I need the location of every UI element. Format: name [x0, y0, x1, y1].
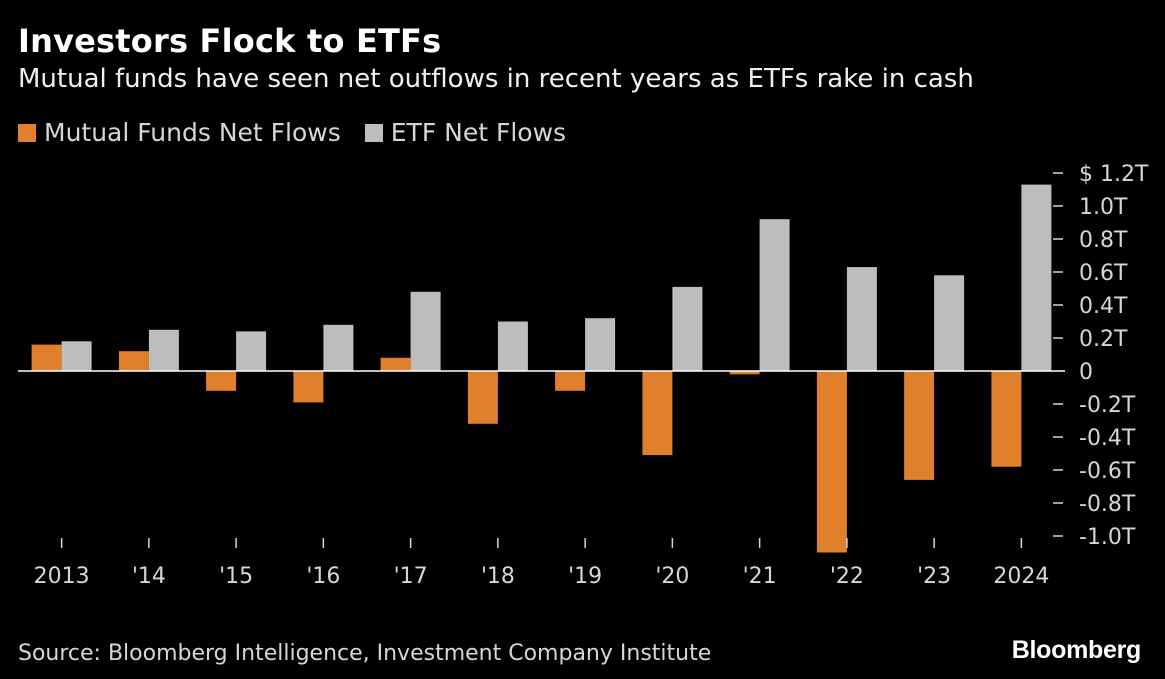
source-note: Source: Bloomberg Intelligence, Investme… — [18, 641, 712, 666]
legend-label-etf: ETF Net Flows — [390, 118, 567, 147]
chart-subtitle: Mutual funds have seen net outflows in r… — [18, 64, 974, 94]
y-tick-label-8: -0.4T — [1079, 426, 1136, 451]
y-axis: $ 1.2T 1.0T 0.8T 0.6T 0.4T 0.2T 0 -0.2T -0.4T -0.… — [1053, 162, 1149, 550]
legend-label-mutual-funds: Mutual Funds Net Flows — [44, 118, 341, 147]
mutual-funds-bar-1 — [118, 351, 149, 371]
mutual-funds-bar-2 — [206, 371, 237, 391]
x-tick-label-9: '22 — [830, 564, 864, 589]
x-tick-label-4: '17 — [394, 564, 428, 589]
x-tick-label-1: '14 — [132, 564, 166, 589]
legend-item-mutual-funds: Mutual Funds Net Flows — [18, 118, 341, 147]
x-tick-label-11: 2024 — [993, 564, 1049, 589]
etf-bar-7 — [672, 286, 703, 371]
mutual-funds-bar-7 — [642, 371, 673, 456]
mutual-funds-bar-9 — [816, 371, 847, 553]
etf-bar-0 — [61, 341, 92, 371]
x-tick-label-3: '16 — [306, 564, 340, 589]
legend-swatch-etf — [364, 123, 383, 142]
etf-bar-1 — [148, 329, 179, 372]
etf-bar-10 — [934, 275, 965, 371]
bloomberg-logo: Bloomberg — [1011, 636, 1142, 664]
x-tick-label-6: '19 — [568, 564, 602, 589]
etf-bar-2 — [236, 331, 267, 371]
etf-bar-11 — [1021, 184, 1052, 371]
mutual-funds-bar-11 — [991, 371, 1022, 467]
etf-bar-8 — [759, 219, 790, 371]
x-tick-label-10: '23 — [917, 564, 951, 589]
y-tick-label-10: -0.8T — [1079, 492, 1136, 517]
etf-bar-4 — [410, 291, 441, 371]
mutual-funds-bar-3 — [293, 371, 324, 403]
legend: Mutual Funds Net Flows ETF Net Flows — [18, 118, 590, 147]
mutual-funds-bar-0 — [31, 344, 62, 371]
y-tick-label-9: -0.6T — [1079, 459, 1136, 484]
y-tick-label-0: $ 1.2T — [1079, 162, 1149, 187]
y-tick-label-5: 0.2T — [1079, 327, 1128, 352]
mutual-funds-bar-6 — [555, 371, 586, 391]
mutual-funds-bar-4 — [380, 357, 411, 371]
x-tick-label-5: '18 — [481, 564, 515, 589]
x-tick-label-8: '21 — [743, 564, 777, 589]
mutual-funds-bar-8 — [729, 371, 760, 375]
legend-item-etf: ETF Net Flows — [364, 118, 567, 147]
y-tick-label-11: -1.0T — [1079, 525, 1136, 550]
y-tick-label-4: 0.4T — [1079, 294, 1128, 319]
mutual-funds-bar-10 — [904, 371, 935, 480]
y-tick-label-6: 0 — [1079, 360, 1093, 385]
mutual-funds-bar-5 — [467, 371, 498, 424]
bars-group — [31, 184, 1052, 553]
x-tick-label-2: '15 — [219, 564, 253, 589]
x-tick-label-0: 2013 — [34, 564, 90, 589]
etf-bar-6 — [585, 318, 616, 371]
chart-title: Investors Flock to ETFs — [18, 22, 442, 60]
etf-bar-9 — [846, 267, 877, 371]
x-tick-label-7: '20 — [655, 564, 689, 589]
y-tick-label-3: 0.6T — [1079, 261, 1128, 286]
x-axis: 2013 '14 '15 '16 '17 '18 '19 '20 '21 '22 '23 2024 — [34, 538, 1049, 589]
legend-swatch-mutual-funds — [18, 123, 36, 142]
etf-bar-3 — [323, 324, 354, 371]
etf-bar-5 — [497, 321, 528, 371]
y-tick-label-1: 1.0T — [1079, 195, 1128, 220]
y-tick-label-7: -0.2T — [1079, 393, 1136, 418]
y-tick-label-2: 0.8T — [1079, 228, 1128, 253]
